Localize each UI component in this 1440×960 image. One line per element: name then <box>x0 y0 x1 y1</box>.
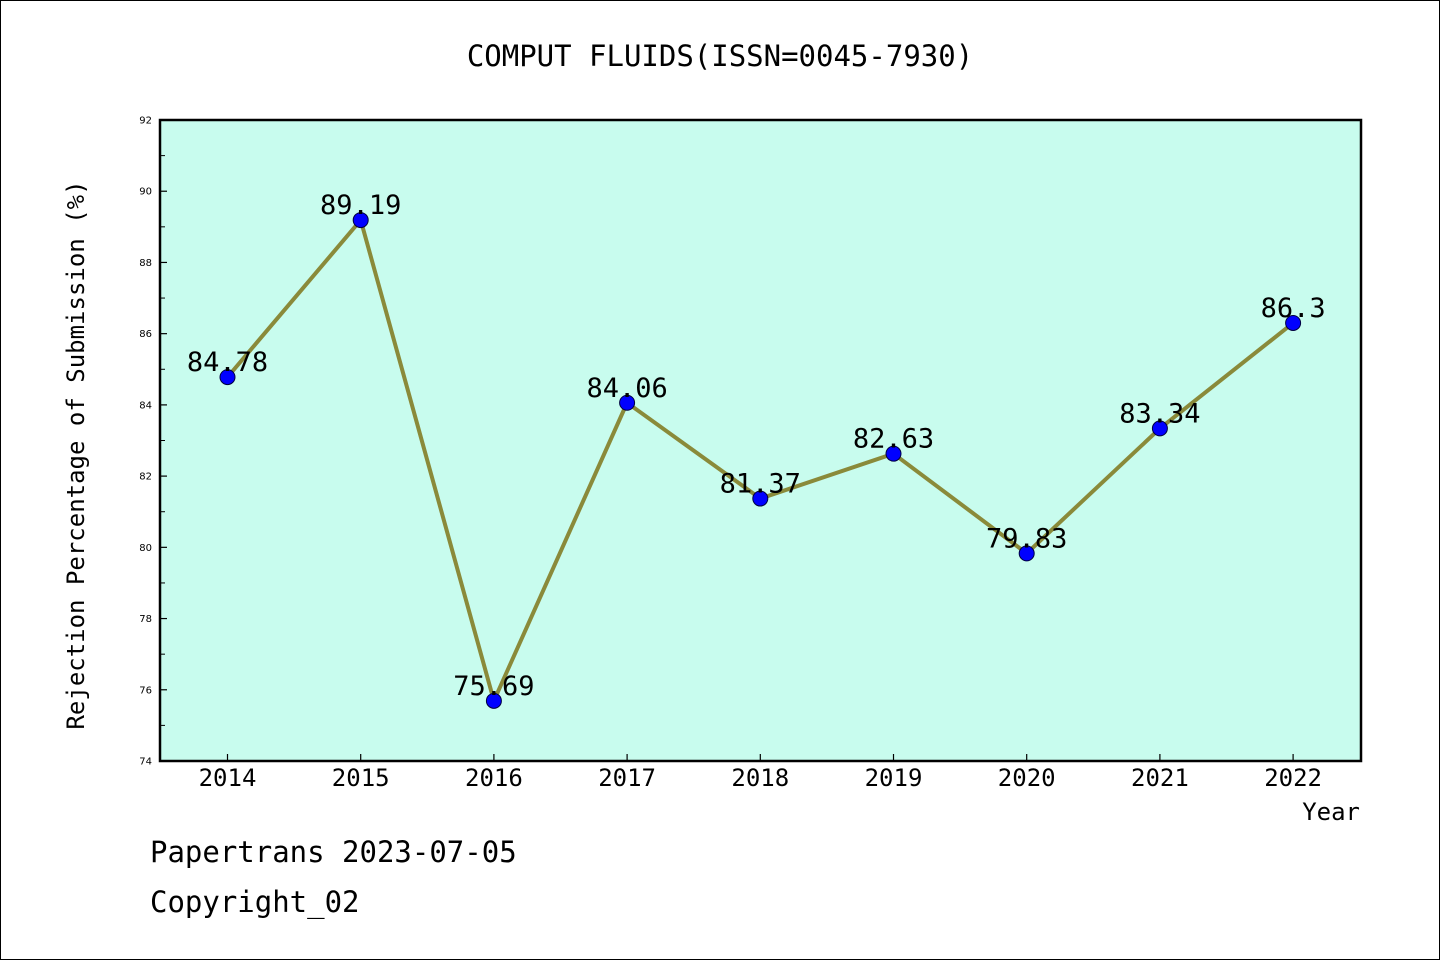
x-tick-label: 2022 <box>1264 764 1322 792</box>
y-tick-label: 84 <box>139 400 152 411</box>
x-tick-label: 2014 <box>199 764 257 792</box>
y-axis-label: Rejection Percentage of Submission (%) <box>62 180 90 729</box>
y-tick-label: 82 <box>139 472 152 483</box>
x-tick-label: 2017 <box>598 764 656 792</box>
data-point-marker <box>485 692 502 709</box>
data-point-marker <box>1151 420 1168 437</box>
data-label: 89.19 <box>320 190 401 221</box>
data-label: 86.3 <box>1261 293 1326 324</box>
data-label: 81.37 <box>720 469 801 500</box>
data-label: 75.69 <box>453 671 534 702</box>
x-tick-label: 2018 <box>731 764 789 792</box>
y-tick-label: 92 <box>139 116 152 127</box>
y-tick-label: 90 <box>139 187 152 198</box>
footer-date: Papertrans 2023-07-05 <box>150 835 517 869</box>
x-tick-label: 2016 <box>465 764 523 792</box>
y-tick-label: 88 <box>139 258 152 269</box>
chart-title: COMPUT FLUIDS(ISSN=0045-7930) <box>467 39 973 73</box>
data-point-marker <box>352 212 369 229</box>
footer-copyright: Copyright_02 <box>150 885 360 919</box>
x-axis-label: Year <box>1302 798 1360 826</box>
data-label: 83.34 <box>1119 398 1200 429</box>
y-axis: 74 76 78 80 82 84 86 88 90 92 <box>139 116 167 768</box>
data-point-marker <box>1018 545 1035 562</box>
data-point-marker <box>885 445 902 462</box>
y-tick-label: 78 <box>139 614 152 625</box>
data-point-marker <box>752 490 769 507</box>
series-line-group: 84.78 89.19 75.69 84.06 81.37 82.63 79.83 83.34… <box>187 190 1326 709</box>
data-label: 79.83 <box>986 523 1067 554</box>
data-label: 84.78 <box>187 347 268 378</box>
x-tick-label: 2021 <box>1131 764 1189 792</box>
x-tick-label: 2019 <box>865 764 923 792</box>
y-tick-label: 86 <box>139 329 152 340</box>
data-label: 84.06 <box>586 373 667 404</box>
y-tick-label: 80 <box>139 543 152 554</box>
y-tick-label: 74 <box>139 757 152 768</box>
x-tick-label: 2020 <box>998 764 1056 792</box>
data-point-marker <box>619 394 636 411</box>
data-label: 82.63 <box>853 424 934 455</box>
x-tick-label: 2015 <box>332 764 390 792</box>
y-tick-label: 76 <box>139 685 152 696</box>
data-point-marker <box>219 369 236 386</box>
data-point-marker <box>1285 314 1302 331</box>
x-axis: 2014 2015 2016 2017 2018 2019 2020 2021 2022 <box>199 754 1322 792</box>
